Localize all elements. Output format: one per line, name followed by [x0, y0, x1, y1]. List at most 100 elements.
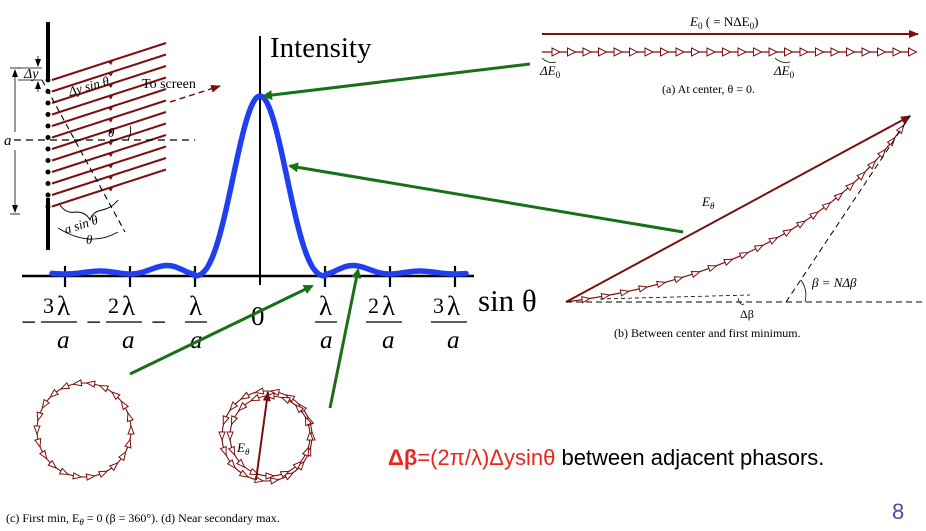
phasor-arrowhead	[638, 285, 649, 293]
phasor-arrowhead	[582, 47, 593, 57]
green-arrows	[129, 62, 684, 409]
phasor-arrowhead	[598, 47, 608, 57]
slit-source-dots	[45, 77, 51, 209]
ray-arrowhead	[108, 139, 114, 146]
phasor-arrowhead	[292, 460, 303, 471]
phasor-arrowhead	[861, 47, 872, 57]
sin-theta-label: sin θ	[478, 283, 537, 318]
to-screen-arrow	[169, 84, 221, 103]
phasor-arrowhead	[226, 431, 234, 442]
slit-diagram: Δy Δy sin θ To screen θ a a sin θ θ	[4, 22, 221, 250]
phasor-arrowhead	[253, 387, 265, 395]
phasor-chain-c-arrows	[33, 379, 135, 481]
a-sin-label: a sin θ	[62, 212, 100, 237]
tick-denominator: a	[57, 327, 70, 354]
phasor-arrowhead	[723, 258, 734, 266]
phasor-chain-a-arrows	[551, 47, 918, 57]
phasor-arrowhead	[265, 472, 276, 480]
e0-label: E0 ( = NΔE0)	[689, 14, 758, 31]
phasor-arrowhead	[47, 459, 58, 470]
ray-arrowhead	[108, 82, 114, 88]
phasor-arrowhead	[108, 461, 119, 472]
ray-arrowhead	[108, 59, 114, 65]
tick-zero: 0	[251, 301, 265, 331]
tick-multiplier: 2	[368, 293, 379, 318]
phasor-arrowhead	[833, 192, 844, 202]
tick-sign: −	[86, 307, 101, 337]
slit-source-dot	[45, 135, 51, 140]
phasor-arrowhead	[753, 244, 765, 253]
slit-source-dot	[45, 123, 51, 129]
tick-label: 0	[251, 301, 265, 331]
phasor-arrowhead	[673, 276, 685, 284]
slit-source-dot	[45, 192, 51, 198]
tick-multiplier: 3	[433, 293, 444, 318]
phasor-arrowhead	[38, 449, 48, 460]
phasor-arrowhead	[722, 47, 732, 57]
phasor-arrowhead	[892, 47, 903, 57]
phasor-arrowhead	[230, 415, 239, 426]
dbeta-arc	[737, 297, 745, 305]
tick-sign: −	[151, 307, 166, 337]
phasor-arrowhead	[690, 270, 702, 278]
tick-denominator: a	[320, 327, 333, 354]
phasor-arrowhead	[269, 477, 281, 485]
phasor-arrowhead	[72, 472, 83, 480]
phasor-arrowhead	[737, 47, 748, 57]
tick-label: 2 λa	[366, 291, 402, 354]
phasor-arrowhead	[660, 47, 670, 57]
phasor-arrowhead	[219, 445, 227, 457]
to-screen-label: To screen	[142, 77, 196, 92]
tick-label: λa	[315, 291, 337, 354]
axis-tick-labels: −3λa−2λa−λa0λa2λa3λa	[21, 291, 467, 354]
ray-arrowhead	[108, 174, 114, 180]
phasor-arrowhead	[738, 251, 750, 260]
ray-arrowhead	[108, 93, 114, 100]
phasor-arrowhead	[249, 393, 261, 402]
slit-source-dot	[45, 146, 51, 152]
phasor-arrowhead	[581, 296, 592, 304]
phasor-arrowhead	[619, 289, 631, 297]
phasor-arrowhead	[613, 47, 624, 57]
phasor-arrowhead	[222, 415, 230, 426]
phasor-arrowhead	[644, 47, 655, 57]
slit-source-dot	[45, 158, 51, 163]
phasor-arrowhead	[675, 47, 686, 57]
tick-lambda: λ	[447, 291, 460, 321]
ray-arrowhead	[108, 70, 114, 77]
e-theta-resultant	[565, 115, 911, 303]
intensity-label: Intensity	[270, 32, 372, 64]
phasor-chain-b-arrows	[581, 124, 905, 304]
phasor-arrowhead	[908, 47, 918, 57]
phasor-arrowhead	[58, 467, 70, 476]
phasor-diagram-d: Eθ	[218, 387, 316, 485]
bottom-caption: (c) First min, Eθ = 0 (β = 360°). (d) Ne…	[6, 511, 280, 527]
tick-lambda: λ	[122, 291, 135, 321]
phasor-arrowhead	[117, 450, 127, 462]
formula-equals: =	[417, 445, 431, 470]
theta-arc	[127, 125, 132, 141]
phasor-diagram-a: E0 ( = NΔE0) ΔE0 ΔE0 (a) At center, θ = …	[539, 14, 919, 96]
phasor-arrowhead	[706, 47, 717, 57]
phasor-arrowhead	[306, 430, 314, 441]
phasor-arrowhead	[808, 211, 820, 220]
dy-label: Δy	[23, 67, 39, 82]
phasor-arrowhead	[49, 388, 60, 399]
dbeta-label: Δβ	[740, 307, 754, 321]
phasor-arrowhead	[782, 228, 793, 238]
phasor-arrowhead	[59, 381, 71, 390]
ray-arrowhead	[108, 105, 114, 111]
phasor-arrowhead	[830, 47, 841, 57]
phasor-arrowhead	[845, 181, 855, 192]
phasor-arrowhead	[126, 411, 134, 423]
phasor-arrowhead	[97, 470, 109, 479]
phasor-arrowhead	[304, 415, 313, 427]
theta-bottom-label: θ	[86, 232, 93, 247]
arrow-c-to-min	[129, 284, 314, 376]
phasor-arrowhead	[36, 411, 44, 423]
de0-brace-left	[541, 57, 557, 63]
formula-symbol: Δβ	[388, 445, 418, 470]
e-theta-resultant-d	[255, 391, 271, 481]
phasor-arrowhead	[283, 472, 295, 481]
phasor-arrowhead	[866, 159, 877, 170]
